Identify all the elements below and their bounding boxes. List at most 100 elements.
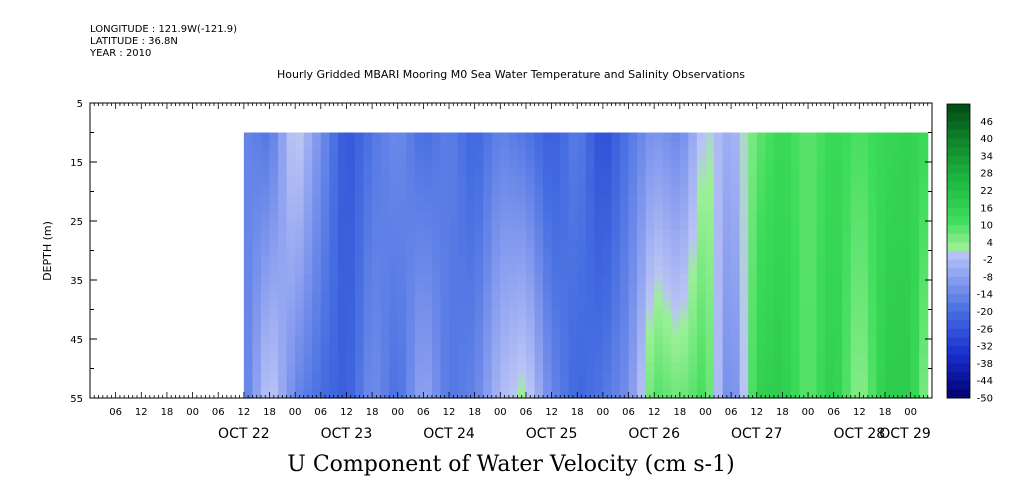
heatmap-cell — [500, 344, 510, 355]
heatmap-cell — [440, 212, 450, 222]
heatmap-cell — [295, 309, 305, 319]
heatmap-cell — [602, 389, 613, 399]
heatmap-cell — [295, 167, 305, 178]
heatmap-cell — [662, 274, 672, 284]
heatmap-cell — [243, 229, 254, 240]
heatmap-cell — [517, 282, 527, 293]
colorbar-band — [947, 207, 970, 217]
heatmap-cell — [525, 212, 536, 222]
heatmap-cell — [346, 176, 356, 187]
heatmap-cell — [671, 221, 681, 231]
heatmap-cell — [397, 247, 407, 257]
heatmap-cell — [782, 265, 792, 275]
heatmap-cell — [568, 256, 578, 266]
heatmap-cell — [867, 291, 878, 302]
heatmap-cell — [799, 167, 809, 178]
heatmap-cell — [662, 141, 672, 151]
heatmap-cell — [252, 371, 262, 381]
heatmap-cell — [269, 300, 279, 311]
heatmap-cell — [790, 203, 801, 213]
heatmap-cell — [884, 309, 895, 319]
heatmap-cell — [808, 327, 818, 337]
heatmap-cell — [551, 247, 561, 257]
heatmap-cell — [696, 318, 707, 328]
heatmap-cell — [560, 238, 570, 249]
heatmap-cell — [312, 265, 322, 275]
heatmap-cell — [902, 212, 912, 222]
heatmap-cell — [876, 318, 886, 328]
heatmap-cell — [619, 141, 630, 151]
heatmap-cell — [466, 300, 476, 311]
colorbar-label: -50 — [977, 394, 993, 405]
heatmap-cell — [534, 344, 544, 355]
heatmap-cell — [679, 141, 689, 151]
heatmap-cell — [833, 353, 843, 364]
heatmap-cell — [611, 327, 621, 337]
heatmap-cell — [756, 167, 766, 178]
heatmap-cell — [833, 141, 843, 151]
heatmap-cell — [337, 132, 348, 142]
heatmap-cell — [585, 194, 595, 204]
colorbar-band — [947, 216, 970, 226]
heatmap-cell — [654, 291, 664, 302]
heatmap-cell — [474, 291, 484, 302]
heatmap-cell — [431, 203, 442, 213]
heatmap-cell — [705, 389, 715, 399]
heatmap-cell — [525, 265, 536, 275]
heatmap-cell — [705, 212, 715, 222]
heatmap-cell — [466, 371, 476, 381]
heatmap-cell — [543, 238, 553, 249]
heatmap-cell — [243, 167, 254, 178]
heatmap-cell — [919, 300, 929, 311]
heatmap-cell — [397, 141, 407, 151]
heatmap-cell — [312, 318, 322, 328]
heatmap-cell — [919, 167, 929, 178]
heatmap-cell — [867, 247, 878, 257]
heatmap-cell — [560, 336, 570, 346]
heatmap-cell — [782, 336, 792, 346]
heatmap-cell — [466, 380, 476, 390]
heatmap-cell — [380, 159, 390, 169]
heatmap-cell — [731, 238, 741, 249]
heatmap — [243, 132, 929, 399]
heatmap-cell — [748, 176, 758, 187]
heatmap-cell — [756, 150, 766, 160]
x-hour-label: 06 — [314, 407, 327, 418]
heatmap-cell — [346, 389, 356, 399]
heatmap-cell — [525, 371, 536, 381]
heatmap-cell — [910, 176, 920, 187]
heatmap-cell — [525, 185, 536, 196]
heatmap-cell — [303, 344, 313, 355]
heatmap-cell — [243, 141, 254, 151]
heatmap-cell — [628, 389, 638, 399]
heatmap-cell — [714, 150, 724, 160]
heatmap-cell — [354, 203, 365, 213]
heatmap-cell — [645, 265, 655, 275]
heatmap-cell — [414, 176, 424, 187]
heatmap-cell — [500, 389, 510, 399]
heatmap-cell — [380, 380, 390, 390]
heatmap-cell — [585, 353, 595, 364]
colorbar-label: 34 — [980, 151, 993, 162]
heatmap-cell — [842, 291, 852, 302]
heatmap-cell — [329, 221, 339, 231]
heatmap-cell — [286, 194, 296, 204]
heatmap-cell — [637, 318, 647, 328]
heatmap-cell — [252, 176, 262, 187]
colorbar-band — [947, 181, 970, 191]
heatmap-cell — [560, 194, 570, 204]
heatmap-cell — [295, 300, 305, 311]
heatmap-cell — [260, 194, 271, 204]
x-hour-label: 12 — [340, 407, 353, 418]
heatmap-cell — [585, 336, 595, 346]
heatmap-cell — [910, 362, 920, 373]
heatmap-cell — [739, 167, 749, 178]
heatmap-cell — [919, 274, 929, 284]
heatmap-cell — [662, 265, 672, 275]
heatmap-cell — [312, 238, 322, 249]
heatmap-cell — [867, 282, 878, 293]
heatmap-cell — [808, 336, 818, 346]
heatmap-cell — [637, 309, 647, 319]
heatmap-cell — [560, 344, 570, 355]
heatmap-cell — [637, 150, 647, 160]
